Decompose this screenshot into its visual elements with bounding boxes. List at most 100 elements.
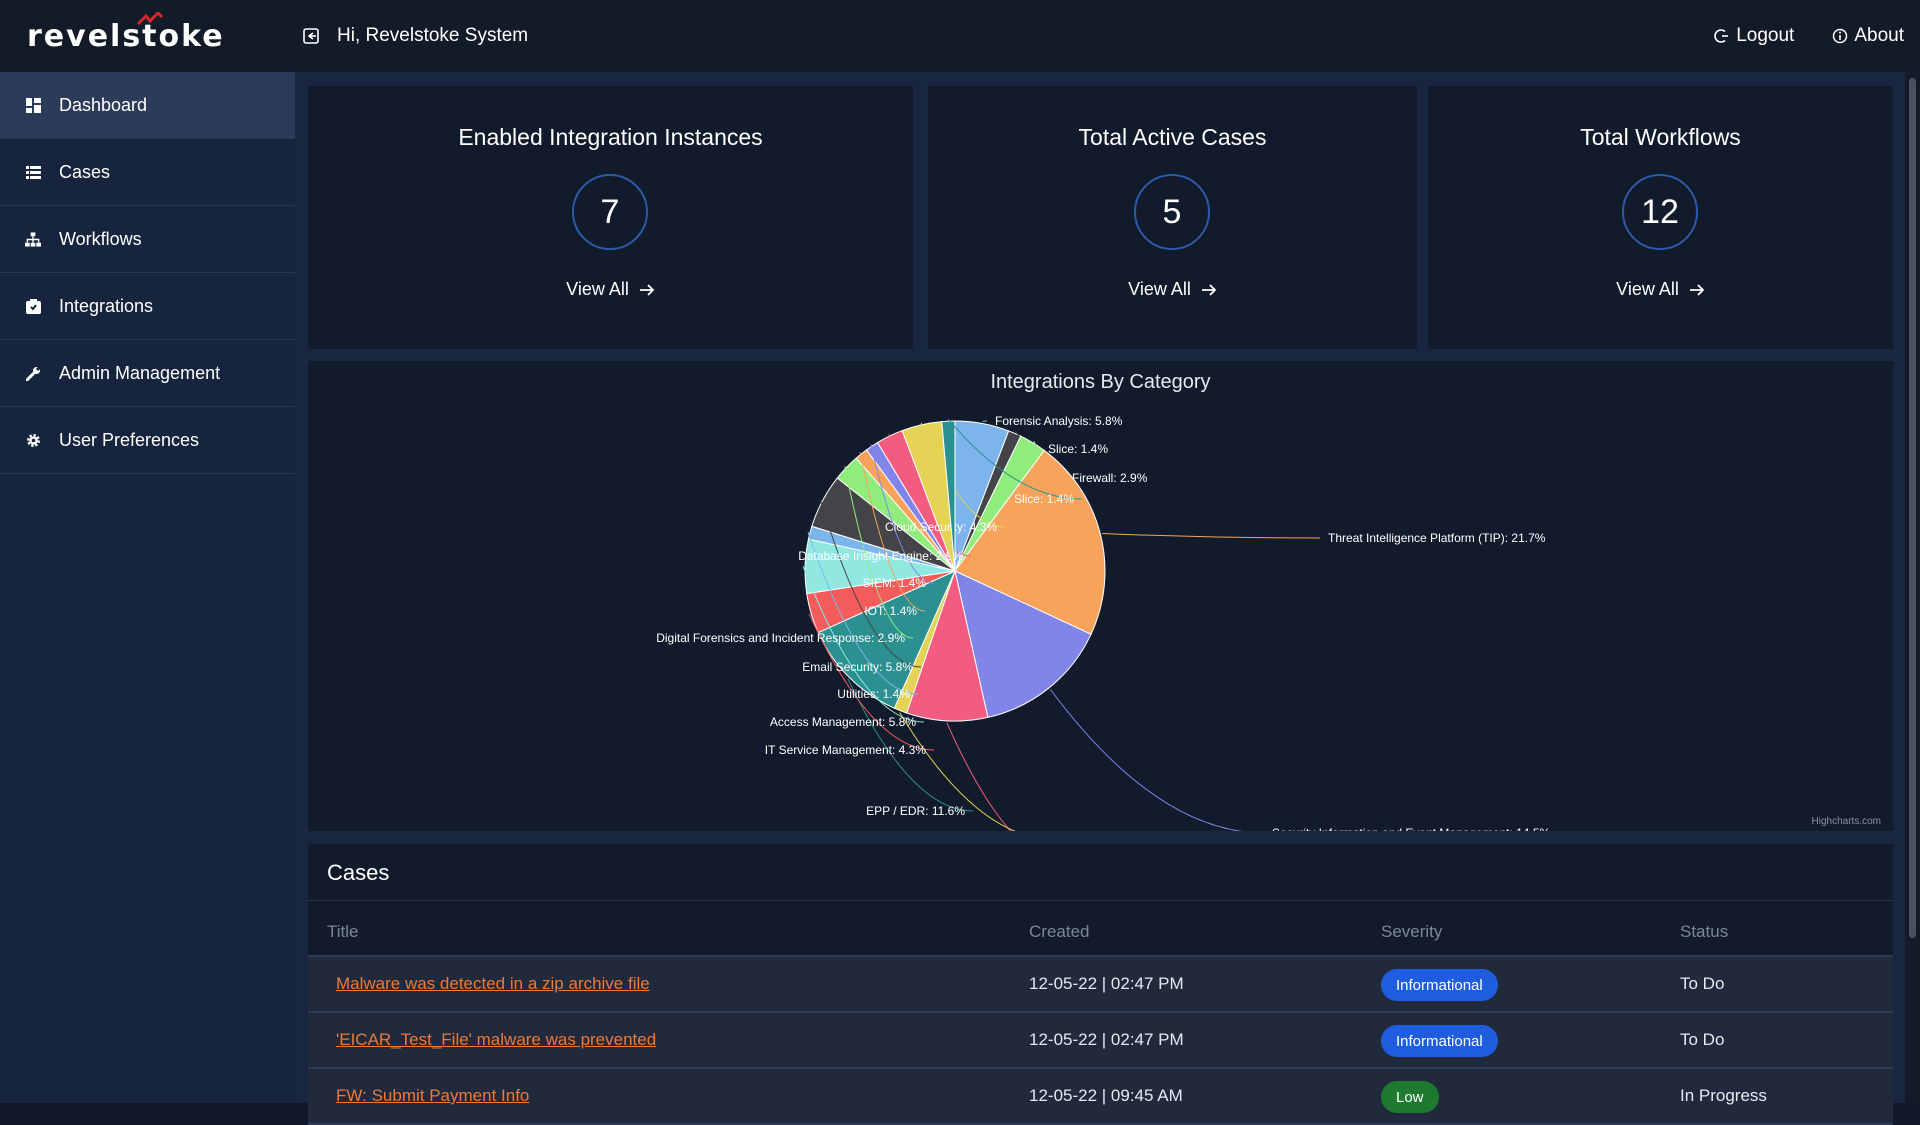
sitemap-icon [25,231,41,247]
data-label: Email Security: 5.8% [802,660,913,674]
case-status: To Do [1680,1030,1725,1049]
case-created: 12-05-22 | 09:45 AM [1029,1086,1183,1105]
arrow-right-icon [1201,283,1217,296]
scrollbar-thumb[interactable] [1909,78,1916,938]
data-label-connector [920,422,1006,528]
column-header-created[interactable]: Created [1029,922,1090,941]
data-label-connector [1102,533,1321,539]
chart-credits[interactable]: Highcharts.com [1811,816,1881,827]
table-row[interactable]: Malware was detected in a zip archive fi… [308,957,1893,1013]
workflows-stat-title: Total Workflows [1580,124,1741,150]
data-label-connector [844,466,914,639]
data-label-connector [847,678,974,812]
column-header-status[interactable]: Status [1680,922,1729,941]
data-label-connector [982,420,988,423]
data-label: IT Service Management: 4.3% [765,743,927,757]
data-label-connector [808,613,935,751]
logo-flag-icon [136,12,164,26]
sidebar-item-admin-management[interactable]: Admin Management [0,340,295,407]
sidebar: Dashboard Cases Workflows Integrations A… [0,72,295,1103]
sidebar-item-label: User Preferences [59,429,200,450]
logout-label: Logout [1736,25,1795,46]
table-row[interactable]: FW: Submit Payment Info 12-05-22 | 09:45… [308,1069,1893,1125]
integrations-stat-card: Enabled Integration Instances 7 View All [308,86,913,349]
sidebar-item-workflows[interactable]: Workflows [0,206,295,273]
case-status: To Do [1680,974,1725,993]
data-label-connector [899,712,1017,831]
cases-view-all-link[interactable]: View All [928,279,1417,300]
sidebar-item-label: Dashboard [59,94,148,115]
data-label: Cloud Security: 4.3% [885,520,997,534]
cases-stat-value: 5 [1134,174,1210,250]
data-label-connector [946,722,1012,831]
case-created: 12-05-22 | 02:47 PM [1029,1030,1184,1049]
case-title-link[interactable]: 'EICAR_Test_File' malware was prevented [336,1030,657,1049]
data-label: Digital Forensics and Incident Response:… [656,631,905,645]
divider [308,955,1893,957]
data-label: EPP / EDR: 11.6% [866,804,965,818]
case-title-link[interactable]: FW: Submit Payment Info [336,1086,530,1105]
column-header-title[interactable]: Title [327,922,359,941]
data-label-connector [1049,689,1244,831]
sidebar-item-label: Integrations [59,295,154,316]
integrations-stat-value: 7 [572,174,648,250]
data-label: Forensic Analysis: 5.8% [995,414,1123,428]
gear-icon [25,432,41,448]
collapse-sidebar-button[interactable] [301,26,321,46]
integrations-by-category-chart: Integrations By Category Forensic Analys… [308,361,1893,831]
pie-chart: Forensic Analysis: 5.8% Slice: 1.4% Firewa… [656,414,1550,831]
data-label-connector [888,434,972,557]
data-label: IOT: 1.4% [864,604,917,618]
arrow-right-icon [1689,283,1705,296]
integrations-stat-title: Enabled Integration Instances [458,124,763,150]
plug-icon [25,298,41,314]
data-label-connector [802,566,925,723]
workflows-stat-value: 12 [1622,174,1698,250]
data-label-connector [820,499,922,668]
workflows-view-all-link[interactable]: View All [1428,279,1893,300]
logout-icon [1714,29,1729,43]
collapse-icon [303,28,319,44]
severity-badge: Low [1381,1081,1439,1113]
cases-table-title: Cases [327,860,390,885]
cases-table-card: Cases Title Created Severity Status Malw… [308,844,1893,1125]
arrow-right-icon [639,283,655,296]
data-label: Access Management: 5.8% [770,715,916,729]
pie-slice[interactable] [954,570,1092,718]
view-all-label: View All [1616,279,1679,299]
sidebar-item-cases[interactable]: Cases [0,139,295,206]
logo-text: revelstoke [27,18,225,54]
data-label-connector [859,452,926,612]
severity-badge: Informational [1381,969,1498,1001]
main-content: Enabled Integration Instances 7 View All… [295,72,1905,1125]
greeting: Hi, Revelstoke System [337,25,529,46]
case-status: In Progress [1680,1086,1767,1105]
integrations-view-all-link[interactable]: View All [308,279,913,300]
data-label: SIEM: 1.4% [863,576,927,590]
logo[interactable]: revelstoke [0,0,295,72]
sidebar-item-integrations[interactable]: Integrations [0,273,295,340]
sidebar-item-dashboard[interactable]: Dashboard [0,72,295,139]
sidebar-item-user-preferences[interactable]: User Preferences [0,407,295,474]
sidebar-item-label: Admin Management [59,362,221,383]
logout-link[interactable]: Logout [1714,25,1794,47]
data-label: Security Information and Event Managemen… [1272,826,1550,831]
about-label: About [1854,25,1904,46]
scrollbar[interactable] [1905,72,1920,1103]
data-label: Slice: 1.4% [1048,442,1108,456]
pie-slice[interactable] [906,569,989,722]
cases-stat-card: Total Active Cases 5 View All [928,86,1417,349]
sidebar-item-label: Cases [59,161,111,182]
table-row[interactable]: 'EICAR_Test_File' malware was prevented … [308,1013,1893,1069]
dashboard-icon [25,97,41,113]
data-label: Slice: 1.4% [1014,492,1074,506]
data-label: Utilities: 1.4% [837,687,910,701]
pie-slice[interactable] [941,420,956,572]
about-link[interactable]: About [1832,25,1904,47]
data-label-connector [947,418,1083,500]
column-header-severity[interactable]: Severity [1381,922,1443,941]
data-label: Database Insight Engine: 2.9% [798,549,963,563]
divider [308,900,1893,901]
case-title-link[interactable]: Malware was detected in a zip archive fi… [336,974,650,993]
top-bar: revelstoke Hi, Revelstoke System Logout [0,0,1920,72]
